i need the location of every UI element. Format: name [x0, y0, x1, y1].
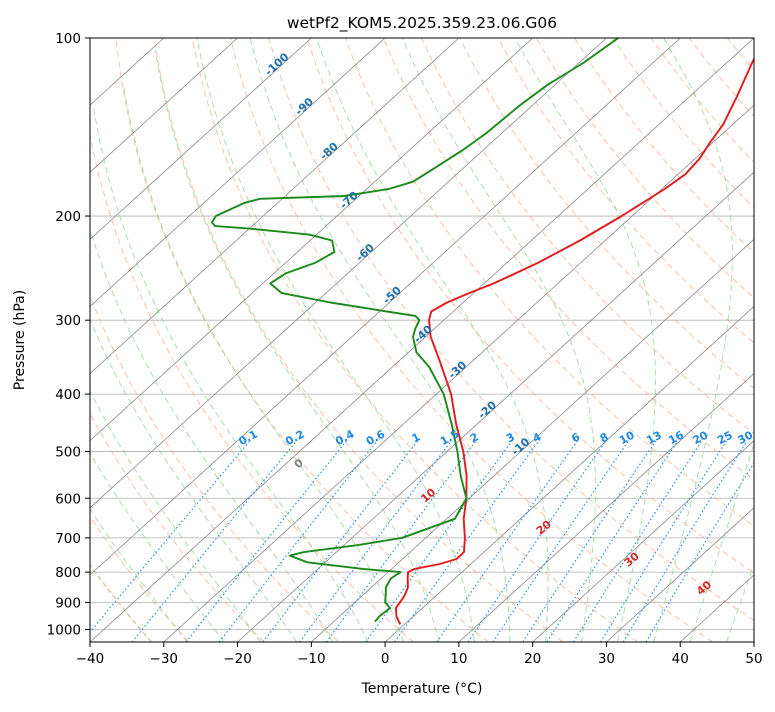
y-tick-label: 800 — [55, 565, 81, 581]
y-tick-label: 300 — [55, 313, 81, 329]
x-tick-label: −40 — [76, 651, 105, 667]
chart-title: wetPf2_KOM5.2025.359.23.06.G06 — [287, 14, 557, 33]
x-tick-label: 10 — [450, 651, 467, 667]
y-tick-label: 500 — [55, 444, 81, 460]
y-axis-label: Pressure (hPa) — [12, 290, 28, 390]
y-tick-label: 400 — [55, 387, 81, 403]
x-tick-label: 30 — [598, 651, 615, 667]
x-axis-label: Temperature (°C) — [361, 681, 483, 697]
y-tick-label: 100 — [55, 31, 81, 47]
x-tick-label: −30 — [150, 651, 179, 667]
y-tick-label: 200 — [55, 209, 81, 225]
y-tick-label: 1000 — [47, 622, 81, 638]
y-tick-label: 600 — [55, 491, 81, 507]
x-tick-label: 0 — [381, 651, 390, 667]
y-tick-label: 900 — [55, 595, 81, 611]
x-tick-label: −10 — [297, 651, 326, 667]
x-tick-label: 40 — [672, 651, 689, 667]
x-tick-label: 20 — [524, 651, 541, 667]
x-tick-label: 50 — [745, 651, 762, 667]
x-tick-label: −20 — [223, 651, 252, 667]
y-tick-label: 700 — [55, 531, 81, 547]
